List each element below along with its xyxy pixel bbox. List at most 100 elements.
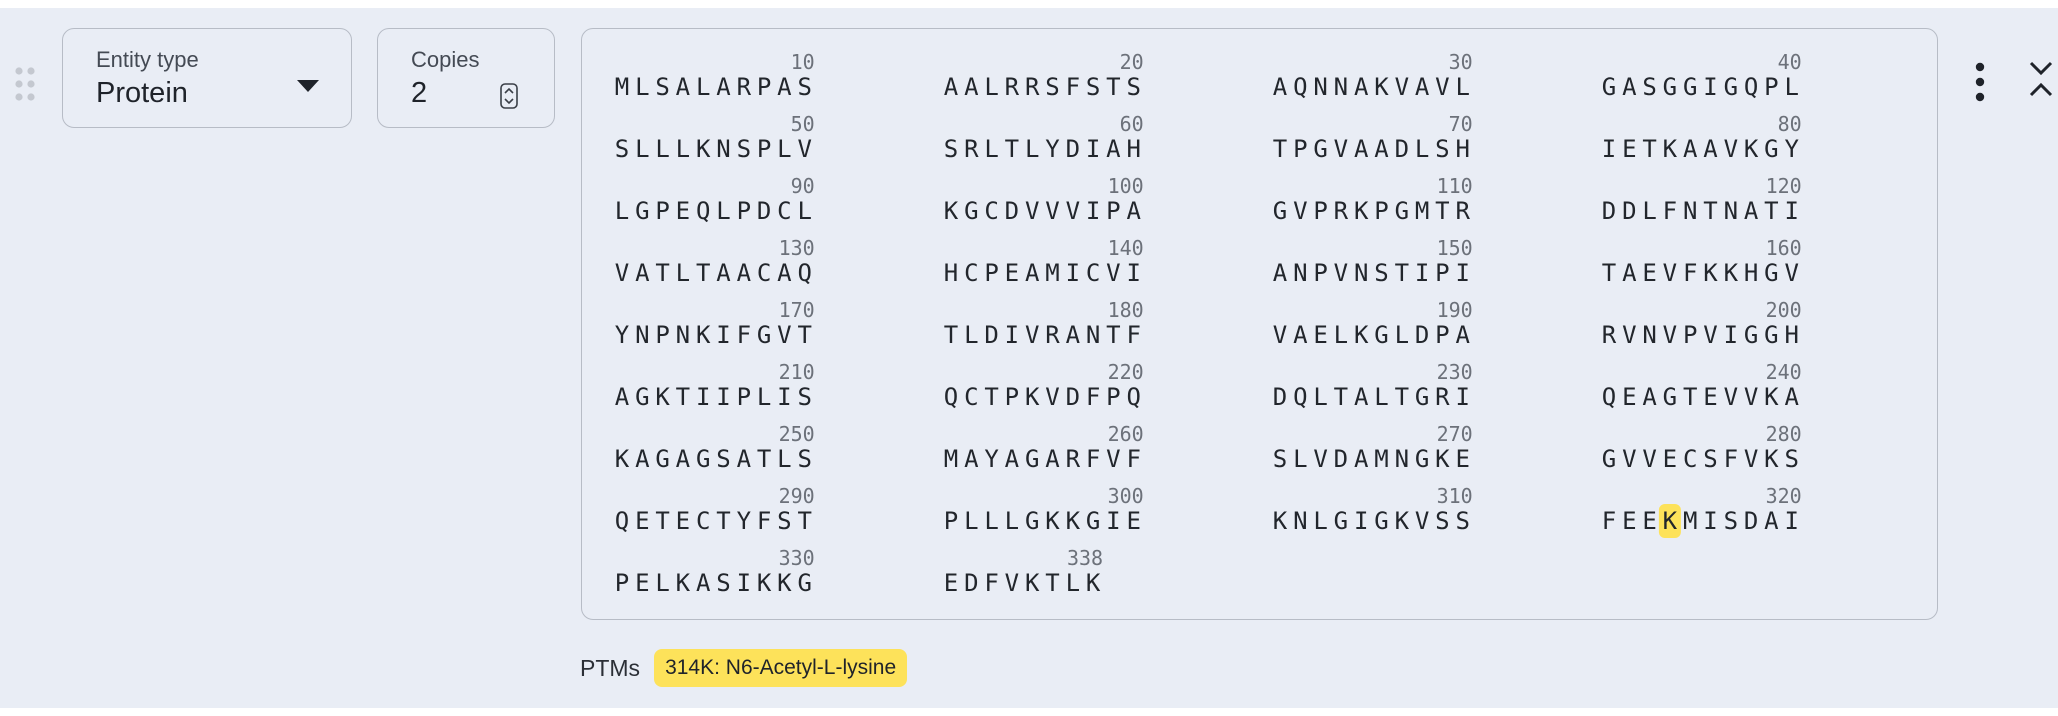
residue: G xyxy=(1602,445,1616,473)
residue: V xyxy=(1045,383,1059,411)
residue: M xyxy=(1415,197,1429,225)
residue: K xyxy=(1724,259,1739,287)
ptm-highlight xyxy=(1658,504,1681,538)
residue: I xyxy=(1784,197,1798,225)
residue: G xyxy=(655,445,669,473)
residue: I xyxy=(696,383,710,411)
residue: V xyxy=(1025,197,1039,225)
residue: C xyxy=(777,197,791,225)
residue: N xyxy=(676,321,690,349)
residue: G xyxy=(1374,507,1388,535)
residue: T xyxy=(1642,135,1656,163)
residue: T xyxy=(1273,135,1287,163)
residue: P xyxy=(737,383,751,411)
residue: P xyxy=(655,321,669,349)
residue: S xyxy=(797,73,811,101)
residue: E xyxy=(1455,445,1469,473)
residue: G xyxy=(1764,259,1778,287)
position-number: 180 xyxy=(1108,298,1144,322)
residue: C xyxy=(964,259,978,287)
position-number: 120 xyxy=(1766,174,1802,198)
residue: V xyxy=(1642,445,1656,473)
residue: M xyxy=(1374,445,1388,473)
residue: G xyxy=(1025,445,1039,473)
residue: K xyxy=(1395,507,1410,535)
residue: A xyxy=(1784,383,1799,411)
position-number: 160 xyxy=(1766,236,1802,260)
residue: L xyxy=(757,383,771,411)
residue: E xyxy=(676,507,690,535)
residue: A xyxy=(1354,135,1369,163)
residue: L xyxy=(1066,569,1080,597)
residue: K xyxy=(1354,197,1369,225)
residue: L xyxy=(1334,321,1348,349)
residue: I xyxy=(1455,259,1469,287)
residue: S xyxy=(1273,445,1287,473)
residue: L xyxy=(797,197,811,225)
residue: K xyxy=(1764,445,1779,473)
residue: V xyxy=(1663,259,1677,287)
residue: E xyxy=(1005,259,1019,287)
residue: G xyxy=(1415,383,1429,411)
residue: P xyxy=(737,197,751,225)
residue: V xyxy=(1313,445,1327,473)
residue: A xyxy=(1703,135,1718,163)
residue: K xyxy=(696,135,711,163)
residue: I xyxy=(1086,135,1100,163)
residue: P xyxy=(1106,383,1120,411)
residue: E xyxy=(1313,321,1327,349)
residue: N xyxy=(1086,321,1100,349)
residue: A xyxy=(1106,135,1121,163)
residue: T xyxy=(984,383,998,411)
residue: H xyxy=(1744,259,1758,287)
residue: G xyxy=(797,569,811,597)
residue: G xyxy=(1086,507,1100,535)
residue: V xyxy=(1005,569,1019,597)
position-number: 250 xyxy=(779,422,815,446)
residue: K xyxy=(1663,507,1678,535)
more-vert-icon[interactable] xyxy=(1970,60,1990,104)
residue: F xyxy=(737,321,751,349)
residue: L xyxy=(635,73,649,101)
residue: A xyxy=(1455,321,1470,349)
residue: A xyxy=(1415,73,1430,101)
residue: T xyxy=(1106,321,1120,349)
sequence-viewer[interactable]: M L S A L A R P A S 10 A A L R R S F S T S 20 A Q N N A K V A V L 30 G A S G… xyxy=(581,28,1938,620)
residue: N xyxy=(1642,321,1656,349)
residue: A xyxy=(1622,259,1637,287)
residue: A xyxy=(1354,445,1369,473)
residue: E xyxy=(1642,507,1656,535)
entity-type-select[interactable]: Entity type Protein xyxy=(62,28,352,128)
residue: R xyxy=(1334,197,1349,225)
residue: E xyxy=(1126,507,1140,535)
residue: P xyxy=(1313,197,1327,225)
ptm-chip[interactable]: 314K: N6-Acetyl-L-lysine xyxy=(654,649,908,687)
residue: Q xyxy=(1293,383,1307,411)
drag-handle-icon[interactable] xyxy=(14,66,36,102)
residue: K xyxy=(1764,383,1779,411)
stepper-icon[interactable] xyxy=(500,83,518,109)
residue: A xyxy=(1045,445,1060,473)
residue: L xyxy=(984,135,998,163)
residue: Q xyxy=(1744,73,1758,101)
residue: T xyxy=(1764,197,1778,225)
position-number: 230 xyxy=(1437,360,1473,384)
residue: R xyxy=(1045,321,1060,349)
residue: A xyxy=(1374,135,1389,163)
residue: G xyxy=(1764,321,1778,349)
residue: S xyxy=(1126,73,1140,101)
residue: K xyxy=(1435,445,1450,473)
residue: S xyxy=(716,569,730,597)
copies-field[interactable]: Copies 2 xyxy=(377,28,555,128)
residue: K xyxy=(1354,321,1369,349)
collapse-icon[interactable] xyxy=(2028,58,2054,102)
residue: T xyxy=(655,507,669,535)
residue: L xyxy=(1313,383,1327,411)
residue: I xyxy=(1066,259,1080,287)
residue: L xyxy=(1395,321,1409,349)
position-number: 200 xyxy=(1766,298,1802,322)
residue: A xyxy=(716,259,731,287)
position-number: 140 xyxy=(1108,236,1144,260)
residue: C xyxy=(1086,259,1100,287)
residue: G xyxy=(1025,507,1039,535)
